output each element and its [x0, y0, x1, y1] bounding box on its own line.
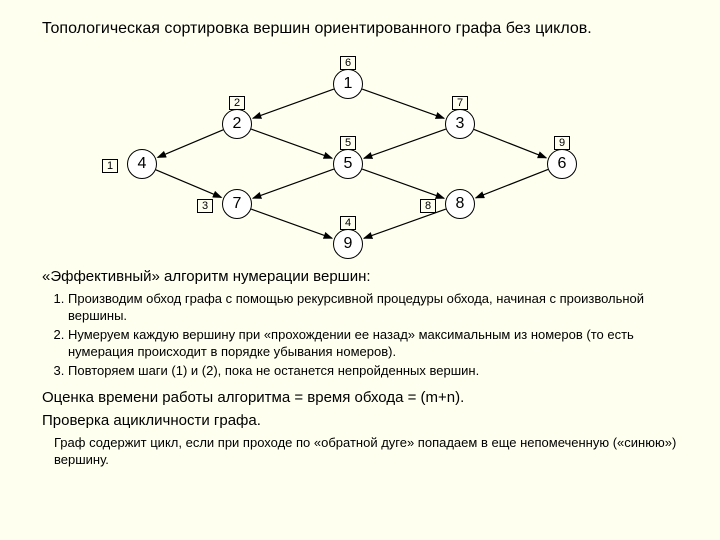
algo-item: Нумеруем каждую вершину при «прохождении…	[68, 327, 678, 361]
page-title: Топологическая сортировка вершин ориенти…	[42, 20, 678, 38]
graph-edge	[158, 130, 224, 158]
time-estimate: Оценка времени работы алгоритма = время …	[42, 389, 678, 406]
graph-node: 7	[222, 189, 252, 219]
graph-diagram: 162237415569738894	[42, 44, 678, 264]
graph-order-box: 8	[420, 199, 436, 213]
graph-node: 1	[333, 69, 363, 99]
graph-node: 3	[445, 109, 475, 139]
graph-order-box: 1	[102, 159, 118, 173]
algo-item: Производим обход графа с помощью рекурси…	[68, 291, 678, 325]
algo-list: Производим обход графа с помощью рекурси…	[42, 291, 678, 379]
graph-edge	[474, 129, 546, 157]
graph-order-box: 5	[340, 136, 356, 150]
algo-heading: «Эффективный» алгоритм нумерации вершин:	[42, 268, 678, 285]
graph-order-box: 3	[197, 199, 213, 213]
graph-node: 2	[222, 109, 252, 139]
acyclic-heading: Проверка ацикличности графа.	[42, 412, 678, 429]
graph-edge	[156, 170, 222, 198]
graph-edge	[253, 89, 334, 118]
acyclic-text: Граф содержит цикл, если при проходе по …	[54, 435, 678, 469]
graph-edge	[364, 129, 446, 158]
graph-edge	[364, 209, 446, 238]
graph-order-box: 6	[340, 56, 356, 70]
graph-edge	[362, 89, 444, 118]
graph-edge	[253, 169, 334, 198]
algo-item: Повторяем шаги (1) и (2), пока не остане…	[68, 363, 678, 380]
graph-node: 9	[333, 229, 363, 259]
graph-node: 6	[547, 149, 577, 179]
graph-edge	[476, 169, 548, 197]
graph-order-box: 2	[229, 96, 245, 110]
graph-node: 8	[445, 189, 475, 219]
graph-edge	[251, 209, 332, 238]
graph-order-box: 9	[554, 136, 570, 150]
graph-order-box: 7	[452, 96, 468, 110]
graph-order-box: 4	[340, 216, 356, 230]
graph-node: 5	[333, 149, 363, 179]
graph-node: 4	[127, 149, 157, 179]
graph-edge	[362, 169, 444, 198]
graph-edge	[251, 129, 332, 158]
